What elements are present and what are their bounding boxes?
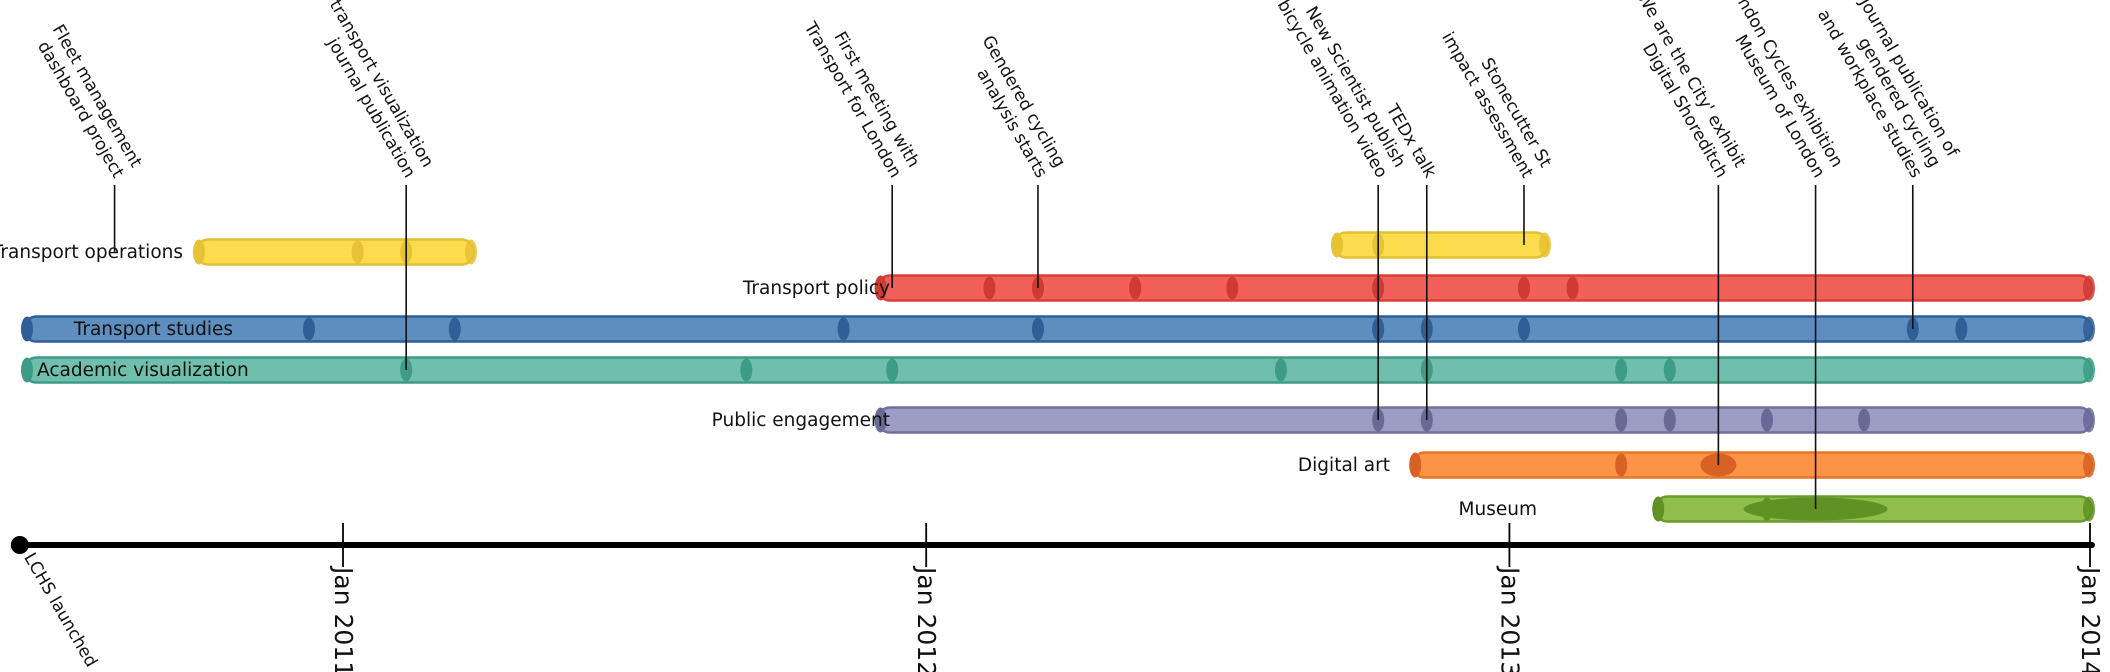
axis-tick: Jan 2012 — [912, 523, 941, 672]
lane-label: Transport studies — [73, 319, 233, 340]
lane-bar-end — [465, 239, 477, 265]
lane-label: Academic visualization — [37, 360, 249, 381]
lane-bar — [22, 315, 2094, 343]
lane-node — [983, 276, 996, 300]
lane-bar-end — [2083, 452, 2095, 478]
lane-label: Transport policy — [742, 278, 890, 299]
lane-bar — [876, 274, 2094, 302]
lane-label: Transport operations — [0, 242, 183, 263]
lane-node — [1566, 276, 1579, 300]
lane-label: Digital art — [1298, 455, 1390, 476]
lane-node — [351, 240, 364, 264]
lane-node — [1615, 453, 1628, 477]
lane-bar — [1410, 451, 2094, 479]
lane-node — [1955, 317, 1968, 341]
lane-node — [448, 317, 461, 341]
lane-bar-end — [874, 407, 887, 433]
lane-bar-end — [1652, 496, 1665, 522]
lane-bar-end — [2083, 496, 2095, 522]
lane-node — [1663, 408, 1676, 432]
lane-node — [1517, 317, 1530, 341]
event-label: First transport visualization — [304, 0, 437, 171]
lane-node — [1615, 358, 1628, 382]
axis-tick: Jan 2014 — [2076, 523, 2105, 672]
lane-ops: Transport operations — [0, 238, 477, 266]
lane-node — [1760, 408, 1773, 432]
lane-node — [1226, 276, 1239, 300]
lane-academic: Academic visualization — [21, 356, 2095, 384]
lane-bar — [194, 238, 476, 266]
lane-bar-end — [193, 239, 205, 265]
lane-bar-end — [1539, 232, 1551, 258]
lane-node — [1858, 408, 1871, 432]
axis-tick: Jan 2011 — [329, 523, 358, 672]
lane-bar-end — [2083, 407, 2095, 433]
lane-bar-end — [21, 316, 33, 342]
lane-policy: Transport policy — [742, 274, 2095, 302]
lane-bar-end — [874, 275, 887, 301]
lane-label: Public engagement — [712, 410, 890, 431]
lane-node — [740, 358, 753, 382]
lane-node — [1274, 358, 1287, 382]
axis-layer: Jan 2011 Jan 2012 Jan 2013 Jan 2014 LCHS lau… — [10, 523, 2105, 672]
launch-label: LCHS launched — [19, 550, 101, 671]
lane-bar — [876, 406, 2094, 434]
lane-node — [302, 317, 315, 341]
lane-bar-end — [21, 357, 33, 383]
axis-tick: Jan 2013 — [1495, 523, 1524, 672]
lane-node — [1663, 358, 1676, 382]
lane-studies: Transport studies — [21, 315, 2095, 343]
lane-node — [1615, 408, 1628, 432]
lane-ops2 — [1331, 231, 1551, 259]
lane-public: Public engagement — [712, 406, 2095, 434]
axis-tick-label: Jan 2011 — [329, 565, 358, 672]
lane-bar-end — [2083, 275, 2095, 301]
lane-node — [1031, 317, 1044, 341]
lane-bar-end — [1409, 452, 1422, 478]
axis-tick-label: Jan 2013 — [1495, 565, 1524, 672]
lane-bar — [22, 356, 2094, 384]
launch-marker: LCHS launched — [10, 536, 101, 671]
lane-label: Museum — [1459, 499, 1537, 520]
lane-bar — [1332, 231, 1550, 259]
lane-museum: Museum — [1459, 495, 2095, 523]
lane-digital: Digital art — [1298, 451, 2095, 479]
launch-dot — [10, 536, 29, 554]
lanes-layer: Transport operations Transport policy Tran… — [0, 231, 2095, 523]
lane-node — [837, 317, 850, 341]
lane-node — [886, 358, 899, 382]
event-label: 'We are the City' exhibit — [1630, 0, 1749, 171]
lane-node — [1129, 276, 1142, 300]
axis-tick-label: Jan 2012 — [912, 565, 941, 672]
lane-node — [1517, 276, 1530, 300]
lane-bar-end — [1331, 232, 1343, 258]
lane-bar-end — [2083, 316, 2095, 342]
axis-tick-label: Jan 2014 — [2076, 565, 2105, 672]
lane-bar-end — [2083, 357, 2095, 383]
